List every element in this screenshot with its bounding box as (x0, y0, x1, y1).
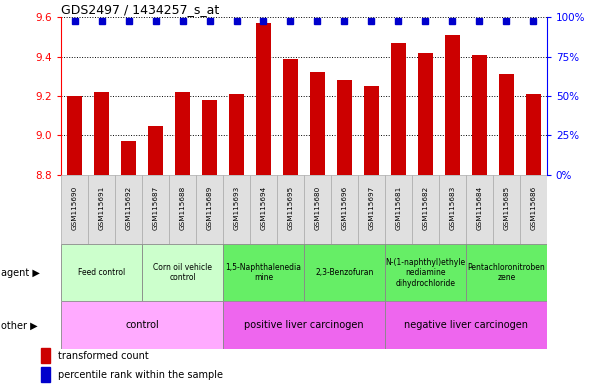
Bar (331, 175, 358, 244)
Bar (526, 94, 541, 175)
Bar (310, 73, 325, 175)
Bar (385, 175, 412, 244)
Bar (277, 175, 304, 244)
Text: other ▶: other ▶ (1, 320, 38, 331)
Text: negative liver carcinogen: negative liver carcinogen (404, 320, 528, 331)
Bar (41, 348, 50, 363)
Text: percentile rank within the sample: percentile rank within the sample (58, 370, 223, 380)
Text: 2,3-Benzofuran: 2,3-Benzofuran (315, 268, 374, 277)
Bar (229, 94, 244, 175)
Bar (61, 301, 223, 349)
Text: GSM115684: GSM115684 (477, 186, 482, 230)
Bar (283, 59, 298, 175)
Bar (358, 175, 385, 244)
Text: Corn oil vehicle
control: Corn oil vehicle control (153, 263, 212, 282)
Bar (304, 175, 331, 244)
Text: positive liver carcinogen: positive liver carcinogen (244, 320, 364, 331)
Text: GSM115697: GSM115697 (368, 186, 375, 230)
Text: control: control (125, 320, 159, 331)
Text: GDS2497 / 1434257_s_at: GDS2497 / 1434257_s_at (61, 3, 219, 16)
Text: GSM115693: GSM115693 (233, 186, 240, 230)
Bar (223, 244, 304, 301)
Bar (196, 175, 223, 244)
Text: GSM115687: GSM115687 (153, 186, 158, 230)
Text: GSM115682: GSM115682 (422, 186, 428, 230)
Bar (142, 244, 223, 301)
Bar (148, 126, 163, 175)
Text: GSM115694: GSM115694 (260, 186, 266, 230)
Text: GSM115691: GSM115691 (98, 186, 104, 230)
Bar (499, 74, 514, 175)
Bar (67, 96, 82, 175)
Text: GSM115692: GSM115692 (126, 186, 131, 230)
Bar (439, 175, 466, 244)
Text: Pentachloronitroben
zene: Pentachloronitroben zene (467, 263, 545, 282)
Bar (61, 175, 88, 244)
Bar (472, 55, 487, 175)
Bar (223, 301, 385, 349)
Bar (418, 53, 433, 175)
Bar (445, 35, 460, 175)
Text: GSM115696: GSM115696 (342, 186, 348, 230)
Text: transformed count: transformed count (58, 351, 148, 361)
Bar (385, 244, 466, 301)
Bar (88, 175, 115, 244)
Bar (61, 244, 142, 301)
Bar (256, 23, 271, 175)
Text: GSM115685: GSM115685 (503, 186, 510, 230)
Bar (175, 92, 190, 175)
Bar (169, 175, 196, 244)
Bar (412, 175, 439, 244)
Text: 1,5-Naphthalenedia
mine: 1,5-Naphthalenedia mine (225, 263, 301, 282)
Text: GSM115686: GSM115686 (530, 186, 536, 230)
Bar (121, 141, 136, 175)
Text: N-(1-naphthyl)ethyle
nediamine
dihydrochloride: N-(1-naphthyl)ethyle nediamine dihydroch… (386, 258, 466, 288)
Bar (41, 367, 50, 382)
Bar (94, 92, 109, 175)
Bar (364, 86, 379, 175)
Bar (391, 43, 406, 175)
Text: GSM115681: GSM115681 (395, 186, 401, 230)
Bar (466, 244, 547, 301)
Bar (337, 80, 352, 175)
Bar (115, 175, 142, 244)
Text: GSM115690: GSM115690 (71, 186, 78, 230)
Text: GSM115680: GSM115680 (315, 186, 320, 230)
Bar (250, 175, 277, 244)
Text: GSM115695: GSM115695 (288, 186, 293, 230)
Text: GSM115683: GSM115683 (450, 186, 455, 230)
Bar (493, 175, 520, 244)
Bar (304, 244, 385, 301)
Bar (466, 175, 493, 244)
Bar (202, 100, 217, 175)
Bar (385, 301, 547, 349)
Text: GSM115689: GSM115689 (207, 186, 213, 230)
Bar (223, 175, 250, 244)
Bar (142, 175, 169, 244)
Text: agent ▶: agent ▶ (1, 268, 40, 278)
Bar (520, 175, 547, 244)
Text: GSM115688: GSM115688 (180, 186, 186, 230)
Text: Feed control: Feed control (78, 268, 125, 277)
